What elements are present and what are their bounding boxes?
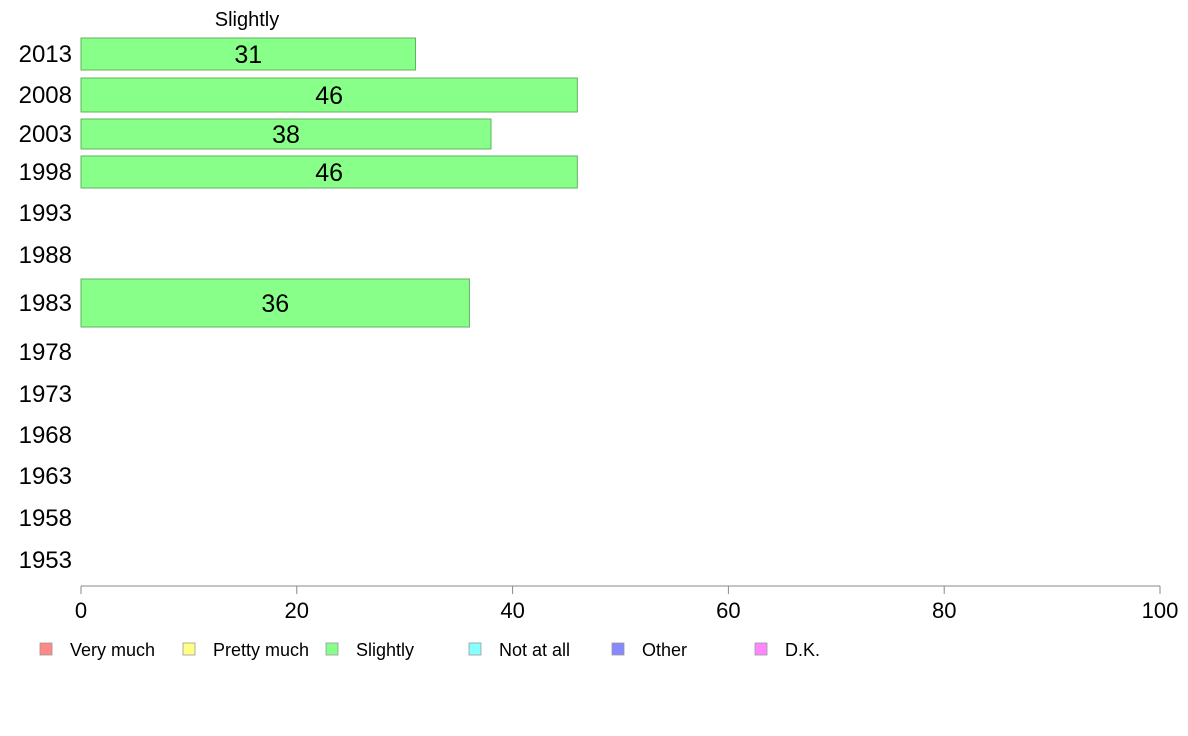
y-tick-label-1998: 1998 xyxy=(19,159,72,186)
bar-value-label-2003: 38 xyxy=(272,121,300,149)
x-axis: 0 20 40 60 80 100 xyxy=(75,585,1179,623)
bar-value-label-1998: 46 xyxy=(315,159,343,187)
y-tick-label-1963: 1963 xyxy=(19,463,72,490)
bar-value-label-1983: 36 xyxy=(261,290,289,318)
x-tick-label-60: 60 xyxy=(716,598,740,623)
y-tick-label-2003: 2003 xyxy=(19,121,72,148)
y-tick-label-2008: 2008 xyxy=(19,82,72,109)
legend-swatch-4 xyxy=(611,642,625,656)
legend: Very much Pretty much Slightly Not at all Ot… xyxy=(39,640,820,660)
y-tick-label-1983: 1983 xyxy=(19,290,72,317)
legend-label-5: D.K. xyxy=(785,640,820,660)
legend-swatch-3 xyxy=(468,642,482,656)
legend-label-1: Pretty much xyxy=(213,640,309,660)
y-tick-label-2013: 2013 xyxy=(19,41,72,68)
legend-swatch-0 xyxy=(39,642,53,656)
bar-value-label-2013: 31 xyxy=(234,41,262,69)
bar-2008 xyxy=(80,77,578,113)
y-tick-label-1973: 1973 xyxy=(19,381,72,408)
y-tick-label-1953: 1953 xyxy=(19,547,72,574)
legend-swatch-5 xyxy=(754,642,768,656)
y-tick-label-1968: 1968 xyxy=(19,422,72,449)
bar-1998 xyxy=(80,155,578,189)
x-tick-label-40: 40 xyxy=(500,598,524,623)
x-tick-label-100: 100 xyxy=(1142,598,1179,623)
bar-value-label-2008: 46 xyxy=(315,82,343,110)
legend-swatch-2 xyxy=(325,642,339,656)
bar-2013 xyxy=(80,37,416,71)
legend-label-2: Slightly xyxy=(356,640,414,660)
legend-label-4: Other xyxy=(642,640,687,660)
column-header: Slightly xyxy=(215,9,279,31)
x-tick-label-80: 80 xyxy=(932,598,956,623)
bars-group: 31 46 38 46 36 xyxy=(80,37,578,328)
y-tick-label-1993: 1993 xyxy=(19,200,72,227)
bar-1983 xyxy=(80,278,470,328)
legend-swatch-1 xyxy=(182,642,196,656)
y-tick-label-1958: 1958 xyxy=(19,505,72,532)
x-tick-label-0: 0 xyxy=(75,598,87,623)
y-axis-labels: 2013 2008 2003 1998 1993 1988 1983 1978 1973 1968… xyxy=(19,41,72,574)
legend-label-0: Very much xyxy=(70,640,155,660)
y-tick-label-1978: 1978 xyxy=(19,339,72,366)
x-tick-label-20: 20 xyxy=(285,598,309,623)
legend-label-3: Not at all xyxy=(499,640,570,660)
y-tick-label-1988: 1988 xyxy=(19,242,72,269)
bar-2003 xyxy=(80,118,492,150)
